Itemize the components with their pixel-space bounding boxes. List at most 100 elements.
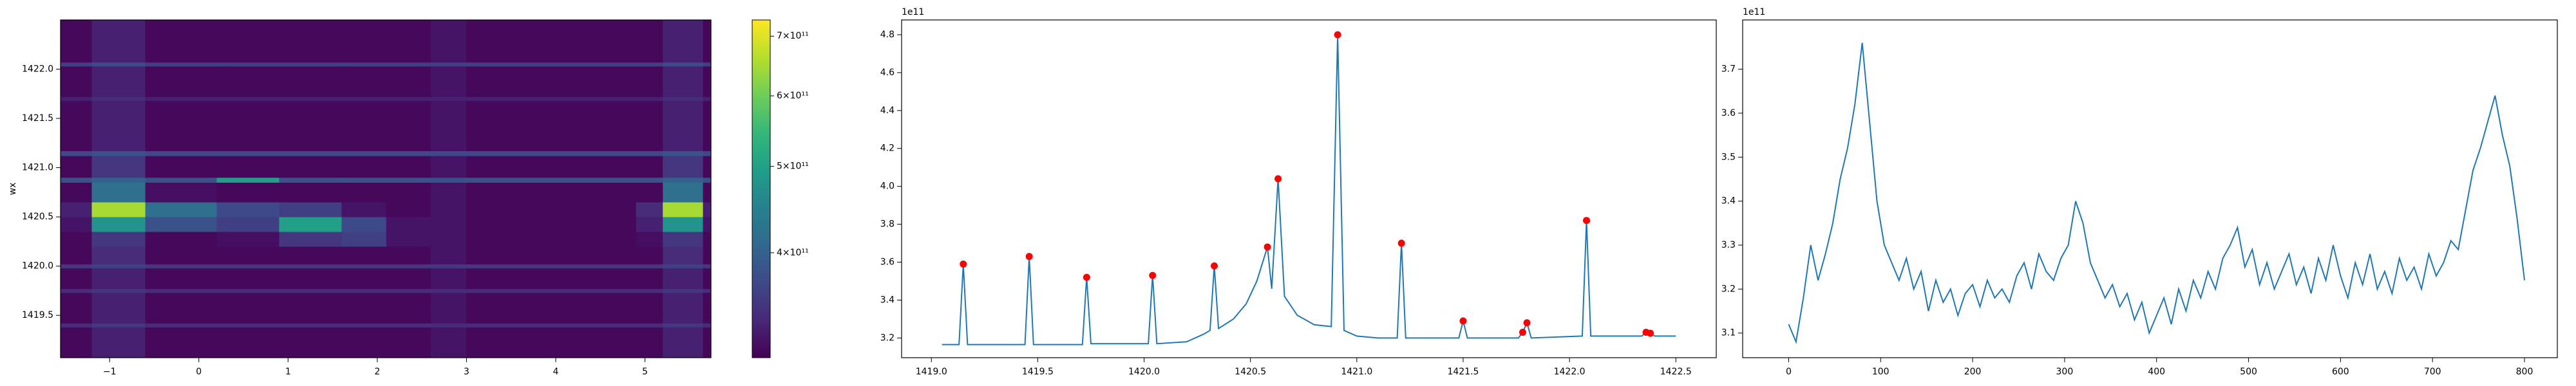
heatmap-cell: [145, 264, 217, 269]
heatmap-cell: [386, 327, 431, 358]
heatmap-cell: [386, 323, 431, 327]
heatmap-cell: [703, 327, 712, 358]
x-tick-label: 1: [285, 367, 291, 377]
heatmap-cell: [216, 100, 279, 151]
heatmap-cell: [216, 20, 279, 63]
heatmap-cell: [216, 66, 279, 97]
y-tick-label: 1419.5: [22, 310, 53, 320]
y-tick-label: 4.0: [880, 181, 895, 192]
heatmap-cell: [663, 156, 703, 178]
heatmap-cell: [91, 323, 146, 327]
heatmap-cell: [636, 327, 663, 358]
heatmap-cell: [663, 177, 703, 183]
heatmap-cell: [279, 20, 342, 63]
heatmap-cell: [91, 182, 146, 203]
x-tick-label: 100: [1872, 367, 1889, 377]
heatmap-cell: [636, 20, 663, 63]
heatmap-cell: [430, 232, 467, 247]
heatmap-cell: [341, 96, 387, 101]
heatmap-cell: [279, 323, 342, 327]
heatmap-cell: [145, 327, 217, 358]
heatmap-cell: [91, 288, 146, 293]
heatmap-cell: [145, 156, 217, 178]
x-tick-label: 800: [2516, 367, 2533, 377]
heatmap-cell: [91, 20, 146, 63]
heatmap-cell: [341, 217, 387, 232]
heatmap-cell: [466, 264, 637, 269]
y-tick-label: 4.2: [880, 143, 895, 154]
heatmap-cell: [703, 151, 712, 156]
x-tick-label: 0: [196, 367, 202, 377]
y-tick-label: 3.3: [1721, 240, 1736, 250]
x-tick-label: 1422.5: [1660, 367, 1692, 377]
heatmap-cell: [91, 96, 146, 101]
heatmap-cell: [466, 66, 637, 97]
heatmap-cell: [386, 177, 431, 183]
heatmap-cell: [466, 151, 637, 156]
heatmap-cell: [91, 268, 146, 290]
y-axis-label: wx: [8, 183, 18, 196]
heatmap-cell: [430, 202, 467, 217]
heatmap-cell: [663, 202, 703, 217]
heatmap-cell: [430, 246, 467, 264]
heatmap-cell: [466, 202, 637, 217]
peak-marker: [1397, 239, 1405, 247]
heatmap-cell: [341, 20, 387, 63]
heatmap-cell: [430, 20, 467, 63]
heatmap-cell: [466, 177, 637, 183]
heatmap-cell: [341, 100, 387, 151]
heatmap-cell: [636, 264, 663, 269]
heatmap-cell: [636, 246, 663, 264]
heatmap-cell: [386, 96, 431, 101]
y-tick-label: 1421.5: [22, 113, 53, 124]
heatmap-cell: [703, 292, 712, 324]
heatmap-cell: [216, 323, 279, 327]
x-tick-label: 1422.0: [1554, 367, 1586, 377]
heatmap-cell: [61, 246, 92, 264]
heatmap-cell: [466, 292, 637, 324]
heatmap-cell: [279, 327, 342, 358]
heatmap-cell: [663, 323, 703, 327]
heatmap-cell: [663, 292, 703, 324]
heatmap-cell: [466, 62, 637, 67]
heatmap-cell: [341, 151, 387, 156]
heatmap-cell: [91, 151, 146, 156]
heatmap-cell: [703, 20, 712, 63]
x-tick-label: 1421.0: [1341, 367, 1372, 377]
heatmap-cell: [386, 268, 431, 290]
peak-marker: [1264, 243, 1271, 251]
heatmap-cell: [636, 151, 663, 156]
heatmap-cell: [341, 202, 387, 217]
heatmap-cell: [663, 217, 703, 232]
heatmap-cell: [216, 288, 279, 293]
heatmap-cell: [216, 292, 279, 324]
colorbar-tick-label: 7×10¹¹: [777, 31, 809, 41]
heatmap-cell: [145, 20, 217, 63]
heatmap-cell: [91, 100, 146, 151]
heatmap-cell: [145, 217, 217, 232]
heatmap-cell: [466, 182, 637, 203]
heatmap-cell: [61, 268, 92, 290]
heatmap-cell: [430, 323, 467, 327]
x-tick-label: 1421.5: [1447, 367, 1479, 377]
x-tick-label: 0: [1786, 367, 1792, 377]
heatmap-cell: [216, 232, 279, 247]
heatmap-cell: [430, 288, 467, 293]
heatmap-cell: [430, 151, 467, 156]
y-tick-label: 4.4: [880, 106, 895, 116]
heatmap-cell: [703, 246, 712, 264]
peak-marker: [1025, 253, 1033, 261]
colorbar-tick-label: 5×10¹¹: [777, 161, 809, 172]
y-tick-label: 3.7: [1721, 64, 1736, 75]
heatmap-cell: [145, 96, 217, 101]
heatmap-cell: [663, 268, 703, 290]
heatmap-cell: [61, 327, 92, 358]
peak-marker: [1459, 317, 1467, 325]
heatmap-cell: [145, 182, 217, 203]
heatmap-cell: [279, 156, 342, 178]
heatmap-cell: [61, 20, 92, 63]
heatmap-cell: [61, 177, 92, 183]
heatmap-cell: [636, 288, 663, 293]
heatmap-cell: [386, 264, 431, 269]
